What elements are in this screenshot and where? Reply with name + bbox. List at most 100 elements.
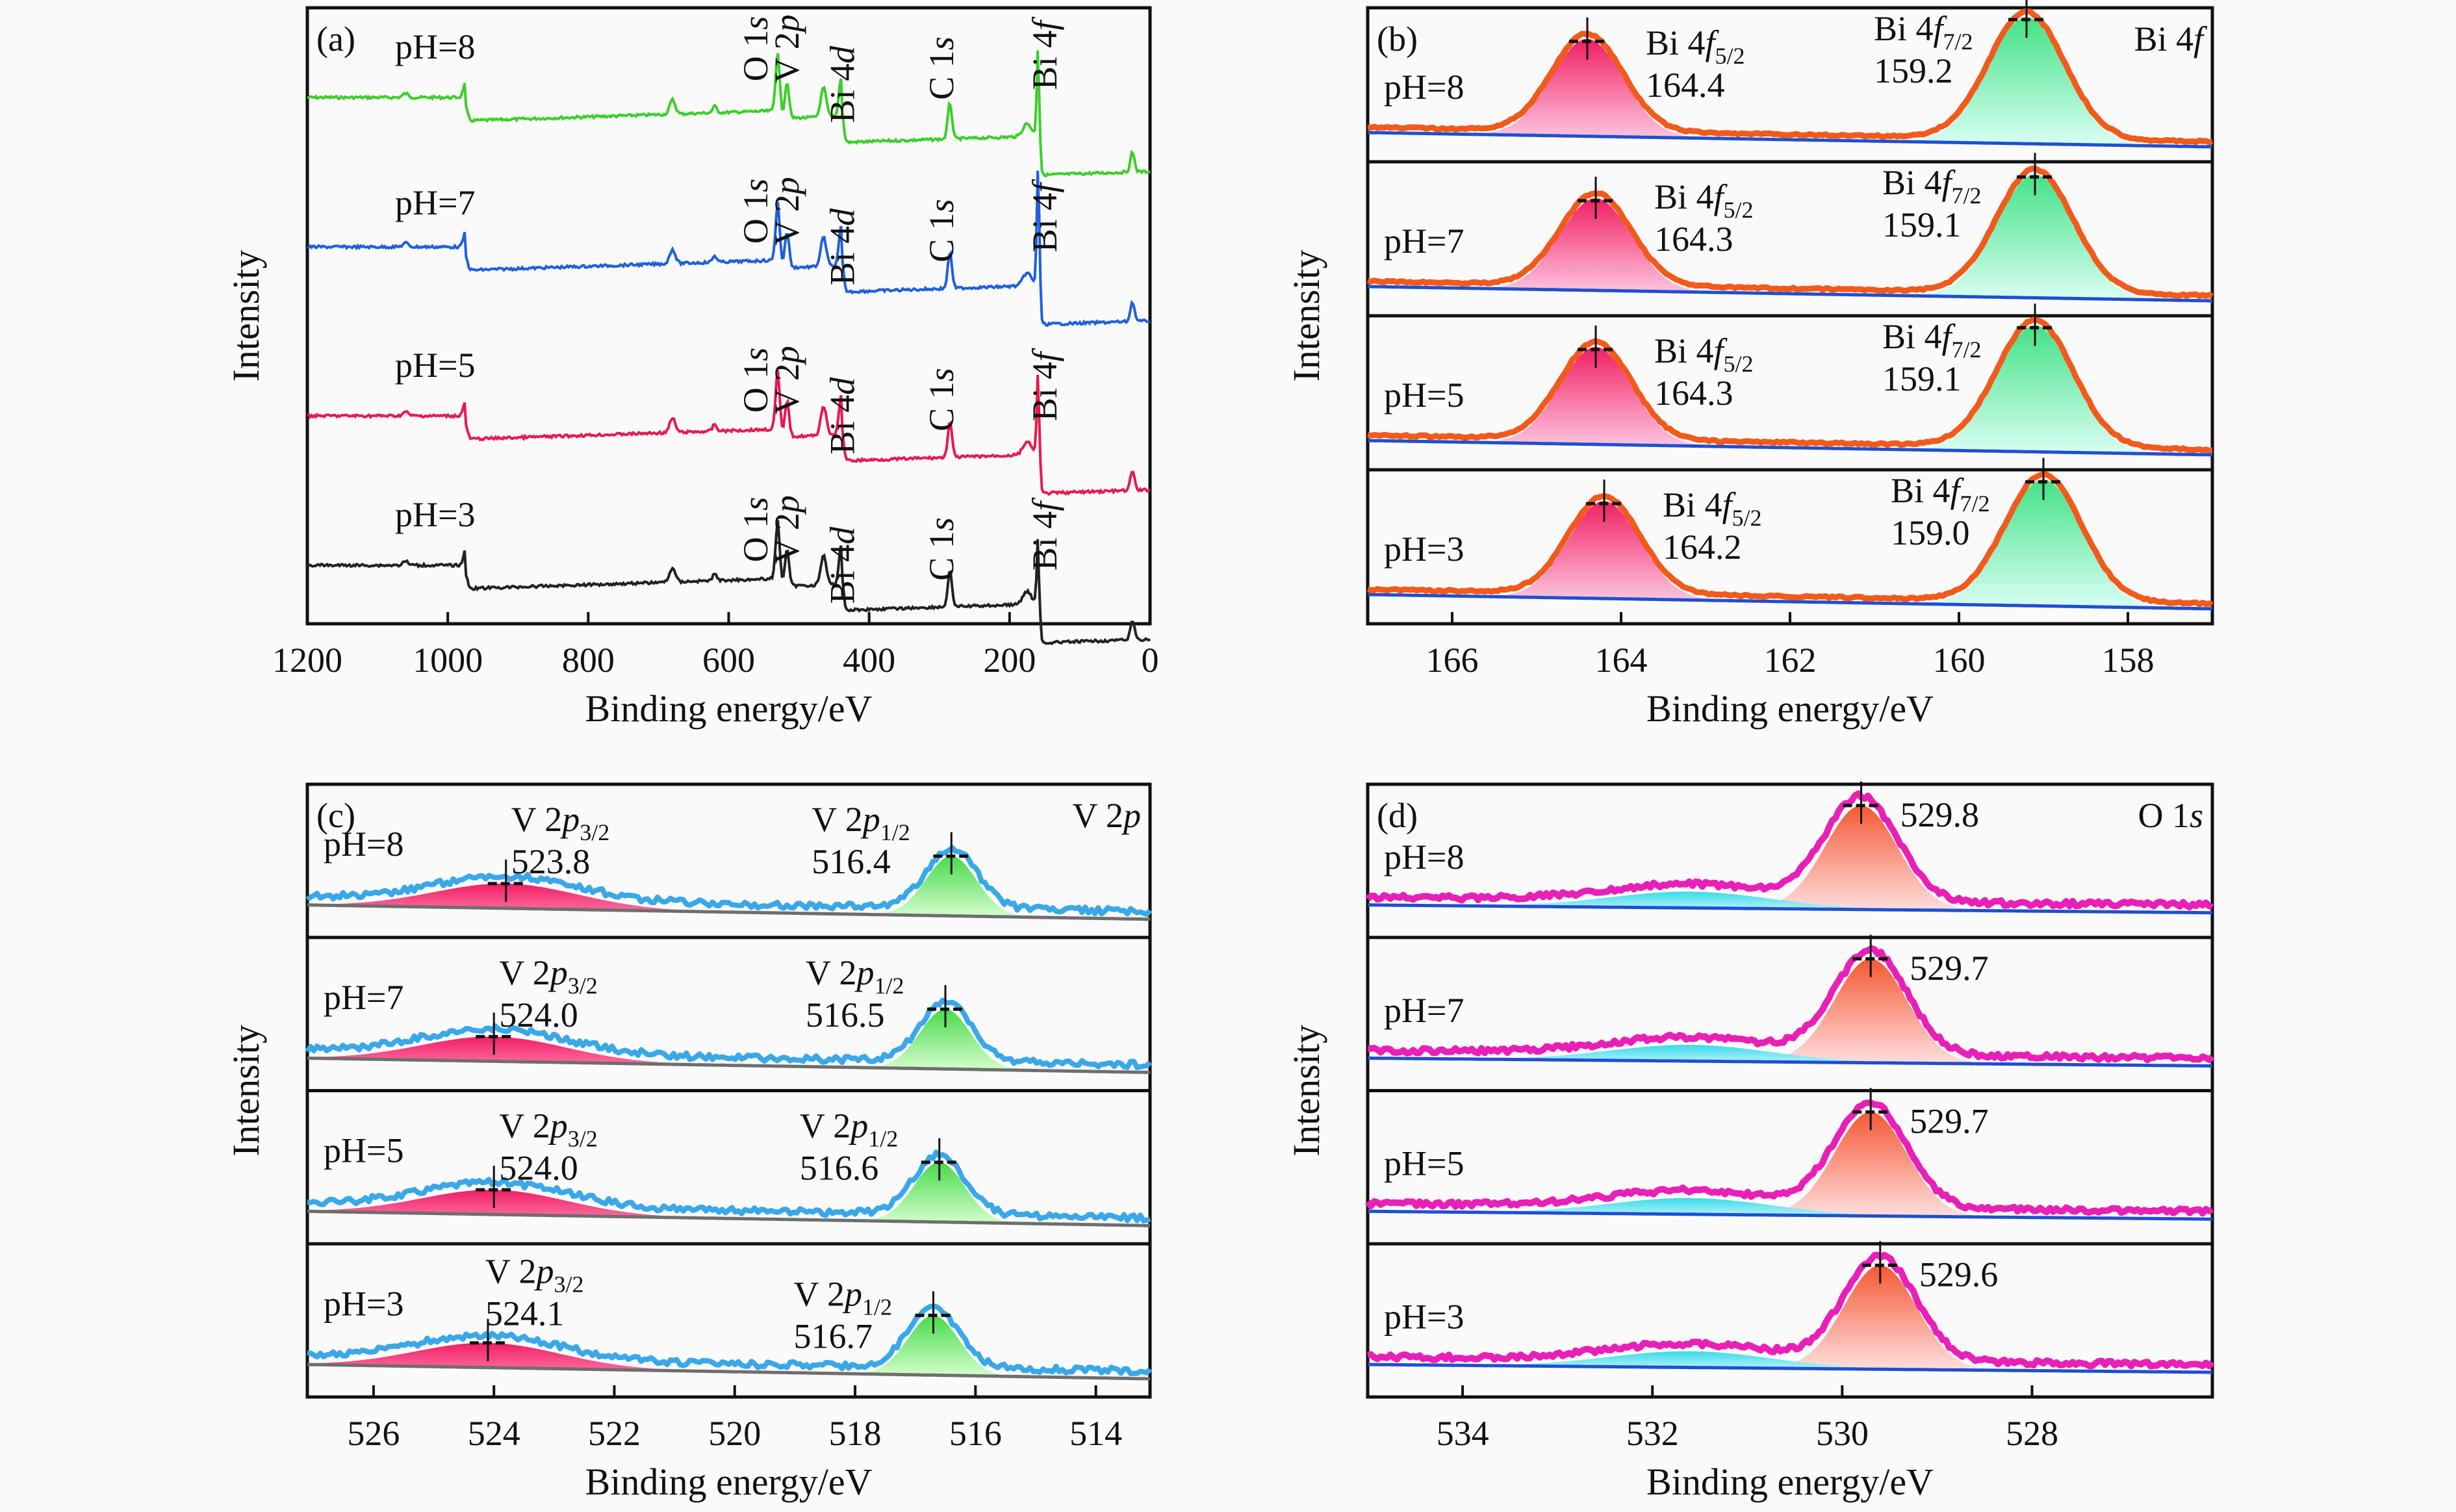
component-label: Bi 4f7/2 [1882, 317, 1982, 363]
peak-value: 159.2 [1874, 51, 1953, 90]
component-fill [307, 1342, 1150, 1379]
component-label: V 2p3/2 [499, 1107, 598, 1152]
panel-label: (b) [1377, 19, 1418, 58]
component-fill [307, 1315, 1150, 1379]
background-line [1368, 1363, 2212, 1374]
envelope-line [305, 997, 1152, 1070]
component-fill [1368, 891, 2212, 913]
peak-label: Bi 4d [823, 377, 862, 455]
x-tick-label: 0 [1142, 641, 1159, 680]
peak-value: 164.4 [1646, 66, 1725, 105]
background-line [1367, 593, 2213, 611]
component-fill [1368, 1351, 2212, 1372]
peak-label: Bi 4d [823, 208, 862, 286]
component-fill [307, 1009, 1150, 1073]
survey-line-ph-7 [307, 170, 1151, 327]
x-tick-label: 526 [347, 1414, 400, 1453]
component-fill [1368, 198, 2212, 301]
background-line [307, 1363, 1151, 1381]
component-label: V 2p3/2 [485, 1251, 584, 1297]
component-fill [1368, 346, 2212, 455]
peak-label: Bi 4d [823, 45, 862, 123]
series-label: pH=3 [395, 495, 475, 534]
component-fill [307, 1036, 1150, 1073]
component-fill [1368, 174, 2212, 301]
x-tick-label: 600 [702, 641, 755, 680]
panel-label: (d) [1377, 796, 1418, 835]
peak-label: Bi 4f [1025, 348, 1064, 422]
peak-value: 524.1 [485, 1294, 565, 1333]
x-tick-label: 532 [1626, 1414, 1679, 1453]
component-fill [1368, 17, 2212, 147]
series-label: pH=5 [1384, 376, 1464, 415]
component-label: V 2p3/2 [499, 953, 598, 999]
component-label: V 2p1/2 [793, 1274, 892, 1320]
background-line [1368, 1057, 2212, 1068]
background-line [1367, 439, 2213, 457]
component-fill [307, 856, 1150, 919]
panel-label: (a) [316, 19, 355, 58]
x-axis-label: Binding energy/eV [585, 1461, 873, 1503]
panel-a-survey: 1200 1000 800 600 400 200 0 Binding energy/eV In… [225, 6, 1159, 730]
peak-label: Bi 4f [1025, 497, 1064, 571]
peak-label: O 1s [736, 348, 775, 413]
x-tick-label: 522 [588, 1414, 641, 1453]
x-tick-label: 530 [1816, 1414, 1869, 1453]
panel-c-v2p: 526 524 522 520 518 516 514 Binding energy/eV In… [225, 782, 1153, 1503]
panel-d-o1s: 534 532 530 528 Binding energy/eV Intensity (d… [1285, 781, 2215, 1503]
survey-line-ph-3 [307, 520, 1151, 646]
x-tick-label: 520 [708, 1414, 761, 1453]
component-label: V 2p1/2 [806, 953, 904, 999]
x-tick-label: 516 [949, 1414, 1002, 1453]
peak-label: O 1s [736, 497, 775, 563]
series-label: pH=7 [395, 183, 475, 222]
series-label: pH=5 [1384, 1144, 1464, 1183]
background-line [307, 903, 1151, 921]
peak-value: 529.7 [1910, 1102, 1989, 1141]
x-tick-label: 528 [2006, 1414, 2058, 1453]
envelope-line [305, 845, 1153, 917]
peak-label: V 2p [767, 495, 806, 564]
x-tick-label: 160 [1933, 641, 1986, 680]
panel-b-bi4f: 166 164 162 160 158 Binding energy/eV Intensit… [1285, 0, 2214, 730]
series-label: pH=8 [395, 27, 475, 66]
series-label: pH=8 [1384, 838, 1464, 877]
survey-line-ph-8 [307, 50, 1151, 178]
peak-label: Bi 4d [823, 526, 862, 604]
peak-value: 524.0 [499, 995, 578, 1034]
component-label: Bi 4f7/2 [1882, 163, 1982, 209]
component-fill [1368, 38, 2212, 147]
series-label: pH=8 [1384, 68, 1464, 107]
envelope-line [1367, 1251, 2215, 1370]
x-tick-label: 518 [829, 1414, 882, 1453]
series-label: pH=5 [324, 1131, 403, 1170]
series-label: pH=3 [324, 1284, 403, 1323]
peak-label: O 1s [736, 179, 775, 244]
component-label: V 2p3/2 [511, 800, 610, 845]
component-label: Bi 4f5/2 [1654, 177, 1754, 223]
envelope-line [1367, 8, 2214, 146]
component-label: Bi 4f5/2 [1663, 485, 1762, 531]
peak-label: O 1s [736, 16, 775, 82]
y-axis-label: Intensity [1285, 1025, 1327, 1157]
x-tick-label: 534 [1437, 1414, 1489, 1453]
x-tick-label: 524 [468, 1414, 520, 1453]
component-fill [1368, 479, 2212, 609]
series-label: pH=7 [324, 978, 403, 1017]
peak-label: C 1s [922, 199, 961, 263]
series-label: pH=8 [324, 825, 403, 864]
background-line [1368, 1209, 2213, 1221]
component-fill [1368, 1198, 2212, 1220]
envelope-line [1367, 316, 2213, 454]
component-label: Bi 4f5/2 [1654, 331, 1754, 377]
x-tick-label: 158 [2102, 641, 2155, 680]
peak-value: 164.3 [1654, 220, 1733, 259]
peak-label: V 2p [767, 14, 806, 83]
peak-value: 516.4 [812, 842, 891, 881]
envelope-line [307, 1303, 1153, 1377]
x-axis-label: Binding energy/eV [1646, 1461, 1934, 1503]
x-axis-label: Binding energy/eV [585, 687, 873, 730]
peak-value: 164.3 [1654, 374, 1733, 413]
component-label: Bi 4f7/2 [1891, 471, 1990, 517]
peak-label: C 1s [922, 368, 961, 431]
